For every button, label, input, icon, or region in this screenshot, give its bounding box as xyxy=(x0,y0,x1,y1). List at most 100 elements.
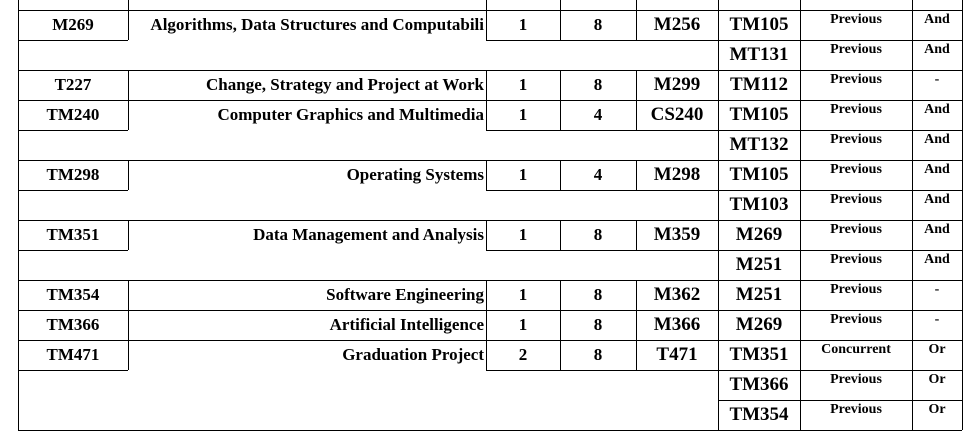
top-stub-0 xyxy=(128,0,129,10)
row-divider xyxy=(18,220,962,221)
course-column-border-0 xyxy=(128,280,129,310)
prerequisite-code: TM105 xyxy=(729,104,789,125)
course-column-border-3 xyxy=(636,340,637,370)
column-border-1 xyxy=(718,0,719,430)
prerequisite-code: MT131 xyxy=(729,44,789,65)
course-column-border-0 xyxy=(128,310,129,340)
course-column-border-1 xyxy=(486,310,487,340)
prerequisite-relation: And xyxy=(924,192,950,207)
course-column-border-0 xyxy=(128,10,129,40)
prerequisite-code: M251 xyxy=(735,254,783,275)
equivalent-course: M359 xyxy=(653,224,701,245)
course-code: TM298 xyxy=(46,165,100,184)
prerequisite-relation: And xyxy=(924,12,950,27)
course-number-1: 1 xyxy=(518,225,528,244)
course-number-1: 1 xyxy=(518,15,528,34)
code-cell-divider xyxy=(18,130,128,131)
course-number-2: 8 xyxy=(593,315,603,334)
course-column-border-3 xyxy=(636,310,637,340)
prerequisite-type: Previous xyxy=(830,282,882,297)
course-column-border-2 xyxy=(560,70,561,100)
column-border-0 xyxy=(18,0,19,430)
equivalent-course: M299 xyxy=(653,74,701,95)
course-code: TM240 xyxy=(46,105,100,124)
prerequisite-code: MT132 xyxy=(729,134,789,155)
prerequisite-relation: And xyxy=(924,102,950,117)
course-column-border-3 xyxy=(636,280,637,310)
course-number-1: 1 xyxy=(518,315,528,334)
course-title: Software Engineering xyxy=(326,285,484,304)
course-column-border-0 xyxy=(128,70,129,100)
prerequisite-type: Previous xyxy=(830,162,882,177)
prerequisite-code: TM112 xyxy=(729,74,789,95)
prerequisite-type: Previous xyxy=(830,252,882,267)
course-column-border-3 xyxy=(636,10,637,40)
course-column-border-1 xyxy=(486,220,487,250)
prerequisite-code: TM103 xyxy=(729,194,789,215)
course-number-1: 1 xyxy=(518,105,528,124)
prerequisite-relation: Or xyxy=(928,372,946,387)
course-code: T227 xyxy=(54,75,92,94)
prerequisite-type: Concurrent xyxy=(821,342,891,357)
numbers-divider xyxy=(486,250,718,251)
course-number-2: 4 xyxy=(593,165,603,184)
prerequisite-relation: And xyxy=(924,162,950,177)
course-column-border-0 xyxy=(128,220,129,250)
course-code: TM471 xyxy=(46,345,100,364)
prerequisite-code: TM366 xyxy=(729,374,789,395)
prerequisite-relation: - xyxy=(934,312,940,327)
prereq-divider xyxy=(718,130,962,131)
code-cell-divider xyxy=(18,190,128,191)
course-column-border-2 xyxy=(560,340,561,370)
top-stub-2 xyxy=(560,0,561,10)
prerequisite-relation: - xyxy=(934,282,940,297)
prerequisite-type: Previous xyxy=(830,42,882,57)
top-stub-3 xyxy=(636,0,637,10)
course-column-border-1 xyxy=(486,70,487,100)
prerequisite-relation: And xyxy=(924,222,950,237)
column-border-3 xyxy=(912,0,913,430)
course-title: Operating Systems xyxy=(346,165,484,184)
course-column-border-3 xyxy=(636,100,637,130)
course-number-2: 8 xyxy=(593,345,603,364)
prerequisite-type: Previous xyxy=(830,402,882,417)
table-border-bottom xyxy=(18,430,962,431)
equivalent-course: M366 xyxy=(653,314,701,335)
top-stub-1 xyxy=(486,0,487,10)
numbers-divider xyxy=(486,40,718,41)
course-column-border-2 xyxy=(560,220,561,250)
prerequisite-relation: And xyxy=(924,132,950,147)
code-cell-divider xyxy=(18,40,128,41)
course-title: Change, Strategy and Project at Work xyxy=(206,75,484,94)
course-column-border-3 xyxy=(636,220,637,250)
prerequisite-relation: And xyxy=(924,252,950,267)
row-divider xyxy=(18,100,962,101)
prereq-divider xyxy=(718,190,962,191)
row-divider xyxy=(18,280,962,281)
table-border-top xyxy=(18,10,962,11)
course-number-1: 2 xyxy=(518,345,528,364)
course-column-border-1 xyxy=(486,160,487,190)
code-cell-divider xyxy=(18,250,128,251)
numbers-divider xyxy=(486,370,718,371)
equivalent-course: M298 xyxy=(653,164,701,185)
course-column-border-0 xyxy=(128,100,129,130)
course-column-border-2 xyxy=(560,100,561,130)
equivalent-course: CS240 xyxy=(650,104,704,125)
row-divider xyxy=(18,160,962,161)
prereq-divider xyxy=(718,400,962,401)
prerequisite-type: Previous xyxy=(830,312,882,327)
course-number-1: 1 xyxy=(518,165,528,184)
prerequisite-type: Previous xyxy=(830,12,882,27)
course-title: Graduation Project xyxy=(342,345,484,364)
prerequisite-relation: - xyxy=(934,72,940,87)
course-code: TM366 xyxy=(46,315,100,334)
course-column-border-3 xyxy=(636,70,637,100)
prerequisite-code: M269 xyxy=(735,314,783,335)
equivalent-course: M256 xyxy=(653,14,701,35)
course-number-2: 4 xyxy=(593,105,603,124)
prerequisite-type: Previous xyxy=(830,372,882,387)
equivalent-course: T471 xyxy=(656,344,698,365)
prerequisite-type: Previous xyxy=(830,192,882,207)
